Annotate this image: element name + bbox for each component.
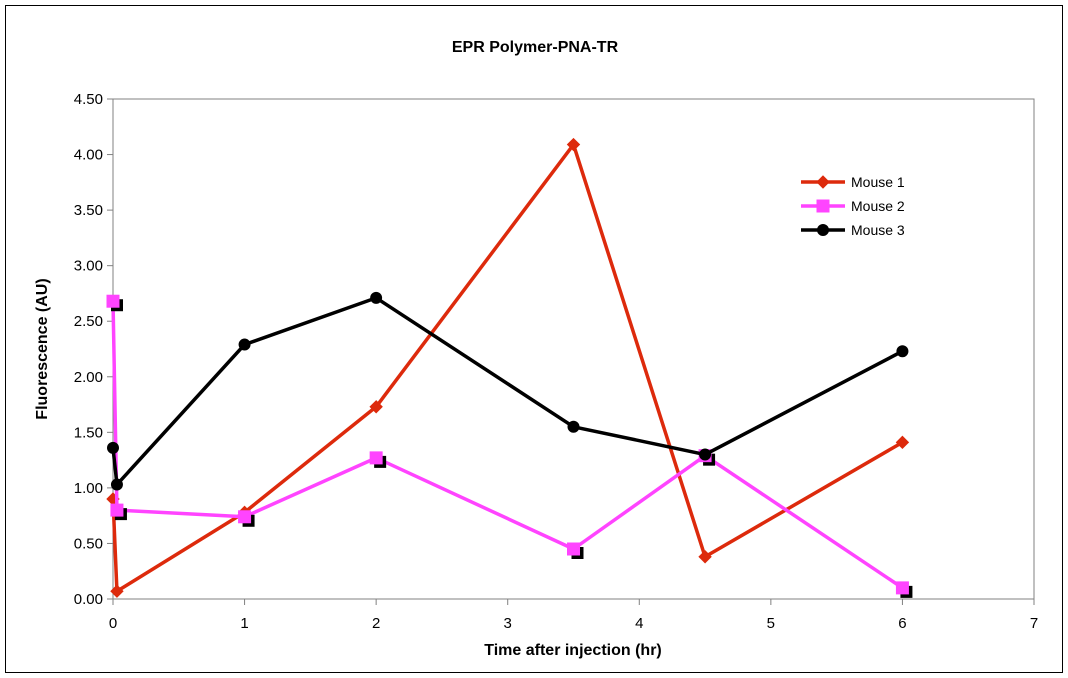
data-point	[698, 550, 712, 564]
x-tick-label: 1	[240, 615, 248, 632]
y-tick-label: 4.50	[74, 91, 103, 108]
data-point	[895, 581, 909, 595]
data-point	[110, 584, 124, 598]
series-layer	[106, 137, 913, 598]
legend-entry: Mouse 3	[801, 222, 905, 238]
x-axis-label: Time after injection (hr)	[484, 642, 662, 659]
y-tick-label: 2.00	[74, 369, 103, 386]
data-point	[369, 400, 383, 414]
legend-label: Mouse 1	[851, 174, 905, 190]
data-point	[895, 435, 910, 450]
x-tick-label: 3	[504, 615, 512, 632]
data-point	[106, 294, 120, 308]
data-point	[110, 478, 123, 491]
x-tick-label: 0	[109, 615, 117, 632]
y-tick-label: 3.50	[74, 202, 103, 219]
legend-label: Mouse 2	[851, 198, 905, 214]
legend: Mouse 1 Mouse 2 Mouse 3	[801, 174, 905, 238]
chart-title: EPR Polymer-PNA-TR	[452, 39, 619, 56]
x-tick-label: 2	[372, 615, 380, 632]
y-tick-label: 4.00	[74, 147, 103, 164]
data-point	[567, 542, 580, 556]
ticks-layer: 0 1 2 3 4 5 6 7 0.00 0.50 1.00 1.50 2.00 2.50 3.00 3.50…	[74, 91, 1038, 632]
x-tick-label: 5	[767, 615, 775, 632]
x-tick-label: 4	[635, 615, 643, 632]
y-tick-label: 0.50	[74, 535, 103, 552]
data-point	[238, 338, 251, 351]
data-point	[369, 451, 383, 465]
data-point	[110, 503, 124, 517]
legend-entry: Mouse 2	[801, 198, 905, 214]
y-tick-label: 1.00	[74, 480, 103, 497]
y-tick-label: 3.00	[74, 258, 103, 275]
series-mouse-3	[107, 291, 909, 491]
legend-label: Mouse 3	[851, 222, 905, 238]
data-point	[566, 137, 581, 152]
x-tick-label: 6	[898, 615, 906, 632]
y-tick-label: 2.50	[74, 313, 103, 330]
legend-swatch-marker	[816, 199, 830, 213]
x-tick-label: 7	[1030, 615, 1038, 632]
data-point	[107, 441, 119, 454]
y-axis-label: Fluorescence (AU)	[34, 278, 51, 419]
y-tick-label: 0.00	[74, 591, 103, 608]
y-tick-label: 1.50	[74, 424, 103, 441]
chart-svg: EPR Polymer-PNA-TR 0 1 2 3 4 5 6 7 0.00 0.50 1.00 1…	[34, 39, 1038, 659]
data-point	[370, 291, 383, 304]
plot-area	[112, 98, 1035, 600]
legend-swatch-marker	[816, 175, 830, 189]
data-point	[699, 448, 712, 461]
data-point	[567, 420, 580, 433]
data-point	[896, 345, 909, 358]
data-point	[238, 510, 252, 524]
legend-swatch-marker	[817, 224, 829, 236]
legend-entry: Mouse 1	[801, 174, 905, 190]
chart-frame: EPR Polymer-PNA-TR 0 1 2 3 4 5 6 7 0.00 0.50 1.00 1…	[5, 5, 1063, 673]
